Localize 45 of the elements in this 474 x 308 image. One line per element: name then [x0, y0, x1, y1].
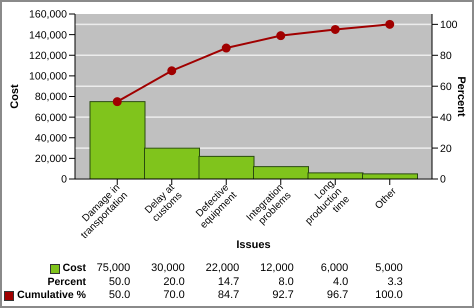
data-label: 22,000 [206, 262, 240, 275]
legend-label: Cost [62, 262, 86, 275]
data-label: 30,000 [151, 262, 185, 275]
y2-tick-label: 0 [440, 174, 446, 186]
data-label: 5,000 [375, 262, 403, 275]
y2-tick-label: 60 [440, 80, 452, 93]
y2-tick-label: 100 [440, 19, 458, 32]
data-label: 12,000 [260, 262, 294, 275]
text: Percent [47, 276, 86, 288]
y-tick-label: 0 [61, 174, 68, 186]
y2-axis-title: Percent [455, 76, 468, 118]
y2-tick-label: 80 [440, 50, 452, 62]
text: 14.7 [218, 276, 240, 288]
data-label: 50.0 [108, 289, 130, 302]
text: 3.3 [387, 276, 403, 288]
data-label: 84.7 [218, 289, 240, 302]
y2-tick-label: 20 [440, 142, 452, 155]
y2-tick-label: 40 [440, 112, 452, 124]
point [222, 44, 231, 53]
y-tick-label: 160,000 [29, 8, 68, 21]
data-label: 70.0 [163, 289, 185, 302]
point [385, 20, 394, 29]
text: 4.0 [332, 276, 348, 288]
data-label: 100.0 [375, 289, 403, 302]
y-axis-title: Cost [8, 84, 21, 109]
y-tick-label: 60,000 [34, 112, 68, 124]
point [167, 66, 176, 76]
data-label: 6,000 [320, 262, 348, 275]
point [112, 97, 122, 106]
y-tick-label: 40,000 [34, 132, 68, 144]
y-tick-label: 100,000 [29, 70, 68, 83]
y-tick-label: 140,000 [29, 29, 68, 42]
text: 8.0 [278, 276, 294, 288]
y-tick-label: 80,000 [34, 91, 68, 104]
point [330, 24, 340, 34]
x-axis-title: Issues [236, 239, 271, 251]
text: 20.0 [163, 276, 185, 288]
y-tick-label: 120,000 [29, 50, 68, 62]
data-label: 96.7 [326, 289, 348, 302]
text: 50.0 [108, 276, 130, 288]
legend-label: Cumulative % [17, 289, 86, 302]
y-tick-label: 20,000 [34, 153, 68, 166]
data-label: 75,000 [96, 262, 130, 275]
point [276, 31, 286, 40]
data-label: 92.7 [272, 289, 294, 302]
